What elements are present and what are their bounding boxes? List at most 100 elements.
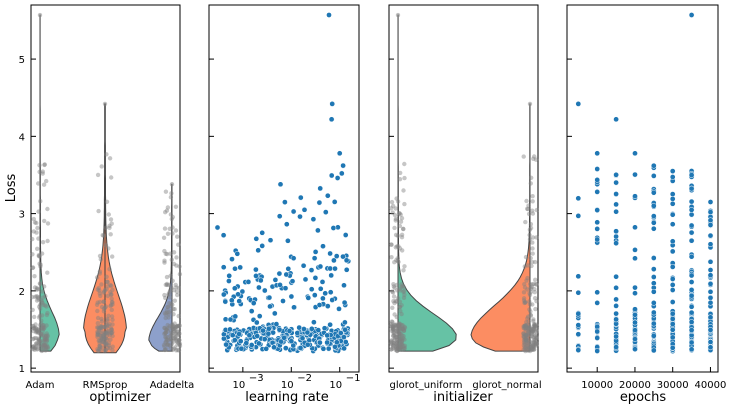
scatter-point xyxy=(304,341,311,348)
strip-point xyxy=(395,346,400,352)
strip-point xyxy=(169,191,174,196)
scatter-point xyxy=(688,303,695,310)
strip-point xyxy=(530,344,536,349)
scatter-point xyxy=(613,116,619,123)
strip-point xyxy=(166,325,171,331)
strip-point xyxy=(31,229,36,234)
strip-point xyxy=(30,294,35,300)
strip-point xyxy=(37,261,42,266)
y-tick-label: 2 xyxy=(19,287,25,298)
scatter-point xyxy=(324,192,331,199)
strip-point xyxy=(103,343,108,348)
strip-point xyxy=(35,330,40,335)
scatter-point xyxy=(254,333,261,339)
strip-point xyxy=(394,282,400,288)
strip-point xyxy=(172,327,178,332)
strip-point xyxy=(162,258,167,263)
strip-point xyxy=(163,339,169,344)
x-tick-label: 20000 xyxy=(619,380,651,391)
strip-point xyxy=(101,290,106,295)
y-tick-label: 5 xyxy=(19,55,25,66)
strip-point xyxy=(398,308,403,314)
strip-point xyxy=(33,345,38,350)
strip-point xyxy=(527,101,533,107)
strip-point xyxy=(391,282,396,287)
scatter-point xyxy=(632,319,638,326)
x-tick-label: 10 xyxy=(281,380,294,391)
strip-point xyxy=(36,253,42,258)
scatter-point xyxy=(256,313,263,319)
strip-point xyxy=(168,212,174,217)
scatter-point xyxy=(613,240,619,247)
strip-point xyxy=(401,226,406,231)
strip-point xyxy=(533,282,539,287)
scatter-point xyxy=(613,310,619,317)
scatter-point xyxy=(650,219,657,226)
strip-point xyxy=(401,328,407,333)
strip-point xyxy=(523,325,528,331)
strip-point xyxy=(522,264,527,269)
strip-point xyxy=(166,310,172,315)
scatter-point xyxy=(297,194,304,201)
strip-point xyxy=(101,333,107,338)
strip-point xyxy=(35,346,40,351)
strip-point xyxy=(523,345,528,350)
strip-point xyxy=(37,338,43,344)
strip-point xyxy=(534,282,539,287)
strip-point xyxy=(400,336,406,341)
scatter-point xyxy=(707,199,714,205)
strip-point xyxy=(402,343,408,348)
scatter-point xyxy=(281,334,287,341)
scatter-point xyxy=(328,272,335,279)
strip-point xyxy=(104,287,109,292)
strip-point xyxy=(394,341,399,346)
strip-point xyxy=(529,347,534,352)
scatter-point xyxy=(253,319,260,326)
strip-point xyxy=(394,334,399,340)
strip-point xyxy=(39,348,44,354)
strip-point xyxy=(169,341,175,347)
strip-point xyxy=(392,331,397,336)
strip-point xyxy=(109,292,114,297)
strip-point xyxy=(389,337,395,343)
strip-point xyxy=(40,326,45,331)
scatter-point xyxy=(267,303,273,310)
strip-point xyxy=(31,216,36,222)
strip-point xyxy=(532,323,537,329)
scatter-point xyxy=(329,297,336,303)
scatter-point xyxy=(707,258,714,265)
strip-point xyxy=(531,337,537,343)
strip-point xyxy=(396,324,401,330)
strip-point xyxy=(534,343,539,348)
strip-point xyxy=(36,253,42,259)
scatter-point xyxy=(343,257,350,264)
strip-point xyxy=(170,214,175,220)
strip-point xyxy=(390,327,395,333)
strip-point xyxy=(169,257,174,262)
strip-point xyxy=(100,333,106,338)
axes-frame xyxy=(388,4,539,373)
strip-point xyxy=(101,299,106,305)
strip-point xyxy=(168,328,174,334)
panel-optimizer: Adam RMSprop Adadelta xyxy=(26,4,194,391)
strip-point xyxy=(101,306,107,311)
strip-point xyxy=(172,329,177,334)
scatter-point xyxy=(632,311,638,318)
strip-point xyxy=(527,337,532,343)
strip-point xyxy=(389,322,394,327)
strip-point xyxy=(110,302,115,307)
strip-point xyxy=(390,289,395,294)
scatter-point xyxy=(632,284,638,291)
scatter-point xyxy=(669,221,676,228)
strip-point xyxy=(40,343,45,348)
x-tick-label: 40000 xyxy=(695,380,727,391)
strip-point xyxy=(531,327,537,332)
strip-point xyxy=(166,315,171,320)
strip-point xyxy=(39,299,45,304)
strip-point xyxy=(104,331,109,336)
strip-point xyxy=(532,322,537,327)
axes-frame xyxy=(566,4,719,373)
strip-point xyxy=(168,195,174,200)
strip-point xyxy=(392,212,398,218)
